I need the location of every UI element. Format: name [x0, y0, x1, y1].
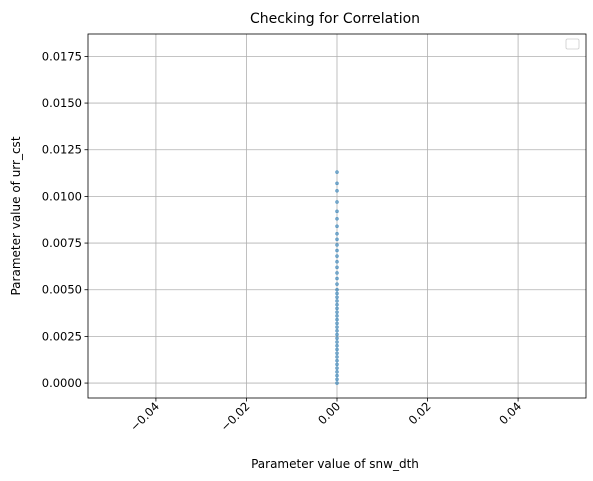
data-point	[335, 255, 338, 258]
data-point	[335, 299, 338, 302]
data-point	[335, 355, 338, 358]
data-point	[335, 171, 338, 174]
data-point	[335, 266, 338, 269]
data-point	[335, 333, 338, 336]
data-point	[335, 340, 338, 343]
data-point	[335, 225, 338, 228]
x-tick-label: −0.02	[218, 399, 253, 434]
data-point	[335, 337, 338, 340]
data-point	[335, 277, 338, 280]
y-tick-label: 0.0050	[42, 283, 82, 297]
y-axis-label: Parameter value of urr_cst	[9, 136, 23, 295]
y-tick-label: 0.0025	[42, 329, 82, 343]
data-point	[335, 374, 338, 377]
x-tick-label: 0.04	[496, 399, 524, 427]
data-point	[335, 318, 338, 321]
data-point	[335, 182, 338, 185]
y-tick-label: 0.0125	[42, 143, 82, 157]
data-point	[335, 249, 338, 252]
data-point	[335, 325, 338, 328]
y-tick-label: 0.0100	[42, 189, 82, 203]
data-point	[335, 381, 338, 384]
x-axis-ticks: −0.04 −0.02 0.00 0.02 0.04	[127, 398, 524, 434]
data-point	[335, 303, 338, 306]
data-point	[335, 296, 338, 299]
data-point	[335, 283, 338, 286]
x-axis-label: Parameter value of snw_dth	[251, 457, 419, 471]
y-tick-label: 0.0150	[42, 96, 82, 110]
data-point	[335, 378, 338, 381]
data-point	[335, 359, 338, 362]
y-tick-label: 0.0175	[42, 49, 82, 63]
data-point	[335, 363, 338, 366]
data-point	[335, 329, 338, 332]
data-point	[335, 314, 338, 317]
chart-title: Checking for Correlation	[250, 11, 420, 27]
data-point	[335, 348, 338, 351]
data-point	[335, 189, 338, 192]
legend-box	[566, 39, 579, 49]
y-tick-label: 0.0075	[42, 236, 82, 250]
data-point	[335, 260, 338, 263]
y-tick-label: 0.0000	[42, 376, 82, 390]
data-point	[335, 217, 338, 220]
data-point	[335, 370, 338, 373]
data-point	[335, 307, 338, 310]
data-point	[335, 200, 338, 203]
data-point	[335, 344, 338, 347]
data-point	[335, 292, 338, 295]
data-point	[335, 271, 338, 274]
data-point	[335, 232, 338, 235]
data-point	[335, 322, 338, 325]
data-point	[335, 352, 338, 355]
data-point	[335, 243, 338, 246]
y-axis-ticks: 0.0000 0.0025 0.0050 0.0075 0.0100 0.0125 0.01…	[42, 49, 88, 390]
x-tick-label: 0.00	[315, 399, 343, 427]
data-point	[335, 288, 338, 291]
data-point	[335, 210, 338, 213]
data-point	[335, 311, 338, 314]
data-point	[335, 367, 338, 370]
data-point	[335, 238, 338, 241]
x-tick-label: −0.04	[127, 399, 162, 434]
x-tick-label: 0.02	[406, 399, 434, 427]
data-points	[335, 171, 338, 385]
